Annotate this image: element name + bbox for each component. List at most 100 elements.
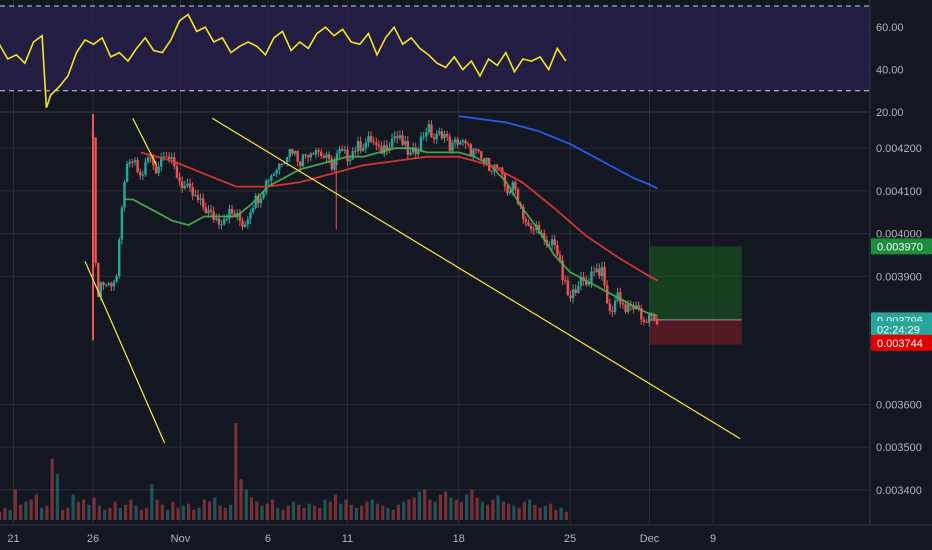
candle-body: [495, 164, 499, 169]
candle-body: [120, 207, 124, 240]
rsi-line: [0, 13, 567, 109]
volume-bar: [3, 507, 7, 520]
candle-body: [390, 138, 394, 148]
candle-body: [522, 206, 525, 219]
moving-averages: [124, 115, 658, 317]
volume-bar: [512, 505, 516, 520]
candle-body: [201, 198, 205, 208]
candle-body: [165, 156, 168, 158]
price-tag: 0.003970: [871, 238, 932, 255]
candle-body: [112, 281, 116, 287]
candle-body: [443, 133, 446, 139]
volume-bar: [228, 504, 233, 520]
candle-body: [632, 305, 635, 310]
volume-bar: [517, 507, 521, 520]
candle-body: [569, 295, 572, 299]
long-position-tool[interactable]: [649, 246, 742, 345]
candle-body: [611, 310, 614, 312]
candle-body: [574, 289, 577, 293]
candle-body: [430, 124, 433, 138]
rsi-axis[interactable]: 60.00 40.00 20.00: [876, 22, 904, 119]
candle-body: [472, 148, 475, 156]
volume-bar: [234, 423, 238, 520]
price-axis[interactable]: 0.004200 0.004100 0.004000 0.003900 0.003600…: [876, 143, 922, 497]
time-tick-label: Nov: [171, 533, 191, 545]
candle-body: [293, 150, 297, 154]
volume-bar: [244, 489, 248, 520]
volume-bar: [50, 458, 54, 520]
candle-body: [595, 268, 598, 272]
volume-bar: [108, 507, 112, 520]
trendline[interactable]: [211, 117, 741, 440]
trendlines[interactable]: [84, 117, 741, 444]
volume-bar: [496, 495, 500, 520]
candle-body: [320, 151, 323, 157]
time-axis[interactable]: 21 26 Nov 6 11 18 25 Dec 9: [0, 524, 932, 550]
volume-bar: [507, 503, 511, 520]
candle-body: [333, 160, 336, 170]
candle-body: [322, 156, 326, 158]
volume-bar: [365, 501, 369, 520]
volume-bar: [281, 509, 285, 520]
candle-body: [603, 266, 606, 286]
candle-body: [123, 182, 126, 208]
time-tick-label: 9: [710, 533, 716, 545]
candle-body: [141, 174, 145, 176]
candle-body: [388, 147, 391, 151]
candle-body: [356, 141, 360, 152]
candle-body: [655, 318, 659, 325]
volume-bar: [92, 497, 96, 520]
trendline[interactable]: [132, 117, 158, 166]
profit-zone[interactable]: [649, 246, 742, 320]
volume-bar: [564, 511, 568, 520]
trendline[interactable]: [84, 261, 166, 444]
candle-body: [375, 142, 378, 146]
volume-bar: [396, 504, 401, 520]
volume-bar: [491, 499, 495, 520]
candle-body: [162, 156, 166, 158]
time-tick-label: 25: [564, 533, 576, 545]
volume-bar: [344, 499, 348, 520]
volume-bar: [480, 501, 484, 520]
candle-body: [262, 192, 265, 199]
candle-body: [341, 148, 344, 151]
candle-body: [490, 170, 493, 172]
candle-body: [178, 177, 181, 182]
candle-body: [477, 149, 480, 152]
volume-bar: [302, 507, 306, 520]
candle-body: [249, 212, 252, 220]
volume-bar: [381, 505, 385, 520]
price-tag-label: 0.003744: [877, 338, 923, 350]
candle-body: [453, 139, 457, 143]
price-tick-label: 0.003600: [876, 399, 922, 411]
candle-body: [414, 147, 417, 155]
volume-bar: [291, 501, 296, 520]
candle-body: [94, 137, 97, 264]
candle-body: [606, 285, 609, 304]
candle-body: [579, 276, 583, 287]
candle-body: [427, 124, 431, 133]
candle-body: [585, 280, 588, 285]
candle-body: [466, 143, 470, 145]
volume-bar: [433, 501, 437, 520]
candle-body: [508, 191, 512, 194]
candle-body: [532, 229, 535, 231]
stop-zone[interactable]: [649, 319, 742, 345]
candle-body: [217, 218, 221, 225]
price-tag: 0.003744: [871, 334, 932, 351]
rsi-pane[interactable]: [0, 5, 870, 113]
candle-body: [403, 141, 407, 145]
candle-body: [233, 213, 236, 217]
volume-bar: [192, 509, 196, 520]
candle-body: [243, 224, 247, 227]
candle-body: [204, 207, 208, 214]
candle-body: [225, 218, 228, 220]
volume-bar: [239, 479, 243, 520]
volume-bar: [386, 507, 390, 520]
volume-bar: [323, 499, 327, 520]
candle-body: [102, 282, 105, 285]
candle-body: [587, 283, 591, 285]
volume-bar: [286, 505, 290, 520]
volume-bar: [160, 504, 164, 520]
